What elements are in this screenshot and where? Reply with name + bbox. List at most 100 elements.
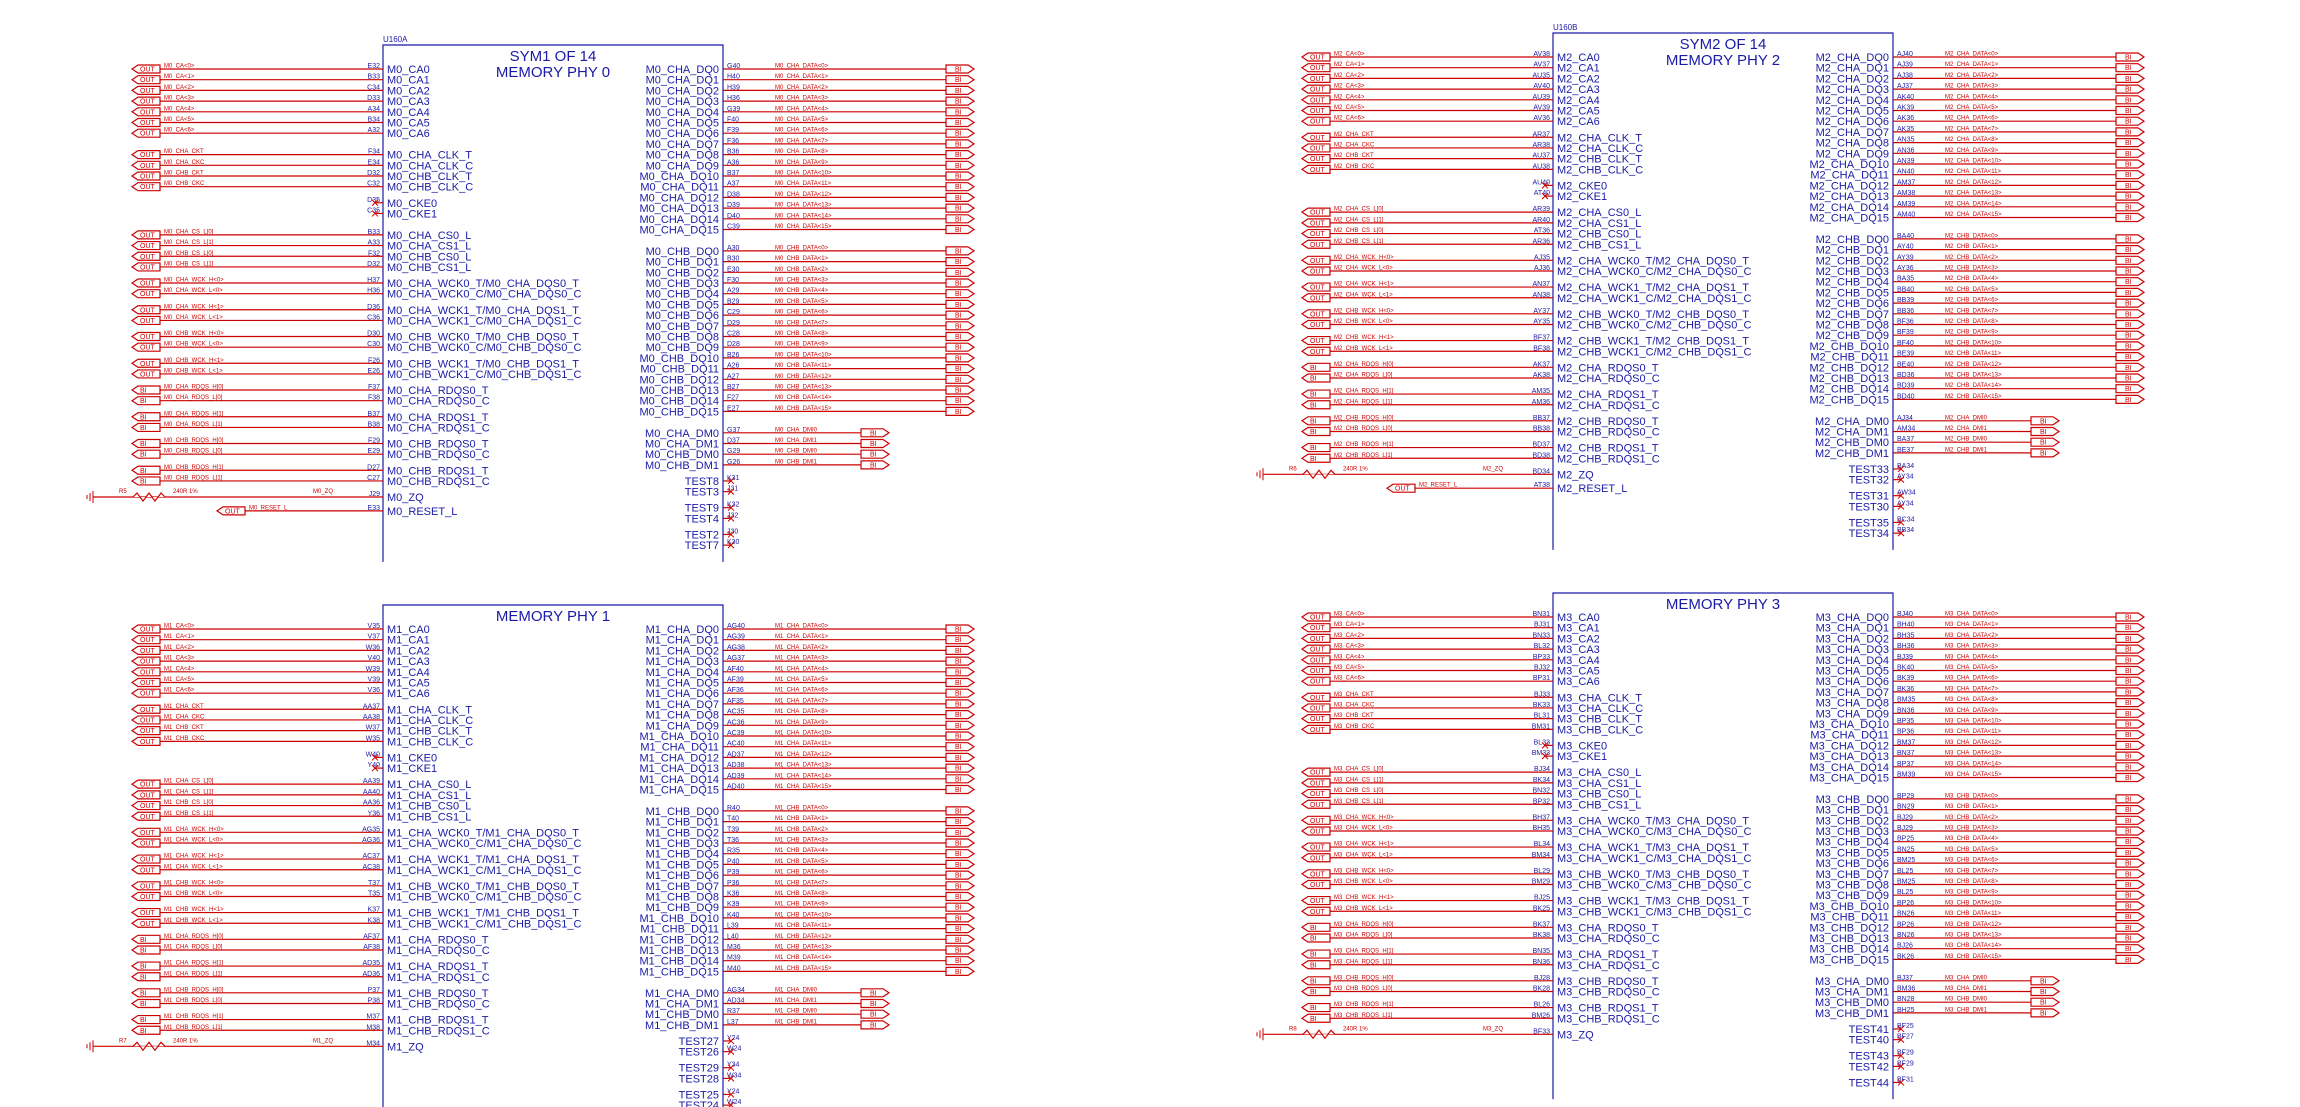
pin-number: K37 [368,907,381,914]
pin-row: M3_CHA_DM0 BJ37 M3_CHA_DMI0 BI [1815,975,2061,988]
port-tag-label: BI [955,323,962,330]
pin-number: AY34 [1897,500,1914,507]
net-label: M2_RESET_L [1419,483,1458,489]
pin-row: TEST43 BF29 [1849,1050,1914,1063]
net-label: M0_CHB_DMI0 [775,449,818,455]
port-tag-label: BI [955,206,962,213]
ref-designator: U160A [383,35,408,44]
pin-label: M2_CHB_DQ15 [1810,394,1889,406]
port-tag-icon [2115,623,2146,633]
port-tag-label: BI [955,281,962,288]
port-tag-label: BI [2125,647,2132,654]
pin-number: AM35 [1532,388,1550,395]
pin-row: M1_CHB_DQ0 R40 M1_CHB_DATA<0> BI [646,805,976,818]
pin-row: M0_CHB_DQ7 D29 M0_CHB_DATA<7> BI [646,320,976,333]
pin-label: M1_CHA_RDQS1_T [387,961,489,973]
port-tag-icon [1300,933,1331,943]
pin-label: M0_CHA_DQ10 [640,171,719,183]
net-label: M0_CHA_WCK_H<0> [164,278,224,284]
net-label: M2_CHA_DATA<13> [1945,191,2002,197]
net-label: M1_CHA_DATA<2> [775,645,829,651]
pin-label: M1_CHB_WCK0_C/M1_CHB_DQS0_C [387,892,581,904]
pin-label: TEST32 [1849,475,1889,487]
pin-label: M3_CHA_DQ4 [1816,655,1889,667]
net-label: M2_CHA_DATA<5> [1945,105,1999,111]
pin-number: BA40 [1897,233,1914,240]
pin-label: M3_CHB_WCK0_T/M3_CHB_DQS0_T [1557,869,1749,881]
port-tag-icon [945,139,976,149]
net-label: M3_CHB_DMI1 [1945,1007,1988,1013]
pin-row: M0_CHA_WCK0_T/M0_CHA_DQS0_TH37M0_CHA_WCK… [130,277,579,290]
port-tag-icon [945,656,976,666]
net-label: M3_CHB_DATA<8> [1945,879,1999,885]
net-label: M1_CHB_WCK_H<1> [164,907,224,913]
port-tag-label: OUT [1310,55,1326,62]
port-tag-label: BI [2125,861,2132,868]
port-tag-label: OUT [140,830,156,837]
pin-label: M1_CHA_CS1_L [387,790,471,802]
port-tag-icon [945,677,976,688]
pin-number: BJ39 [1897,654,1913,661]
pin-row: M2_CHA_DQ11 AN40 M2_CHA_DATA<11> BI [1810,169,2146,182]
no-connect-icon [727,477,735,485]
net-label: M2_CHA_RDQS_L[1] [1334,399,1393,405]
pin-row: M3_CHB_WCK1_C/M3_CHB_DQS1_CBK25M3_CHB_WC… [1300,905,1751,918]
pin-row: M1_CHB_DQ7 P36 M1_CHB_DATA<7> BI [646,880,976,893]
pin-number: M38 [366,1024,380,1031]
net-label: M0_CHA_DMI0 [775,427,818,433]
pin-number: AJ37 [1897,83,1913,90]
port-tag-label: BI [2125,140,2132,147]
pin-number: AA40 [363,789,380,796]
net-label: M0_CHA_DATA<11> [775,181,832,187]
port-tag-label: BI [955,915,962,922]
pin-label: M0_CHA_DQ8 [646,150,719,162]
pin-row: M0_CHB_DQ10 B26 M0_CHB_DATA<10> BI [640,352,976,365]
resistor-ref: R6 [1289,466,1297,472]
pin-row: M3_CHB_DQ1 BN29 M3_CHB_DATA<1> BI [1816,804,2146,817]
port-tag-label: OUT [1310,322,1326,329]
port-tag-label: BI [955,131,962,138]
pin-label: M2_CHA_DQ1 [1816,63,1889,75]
pin-number: H40 [727,74,740,81]
port-tag-icon [130,75,161,85]
net-label: M1_CHB_DATA<10> [775,912,832,918]
port-tag-label: BI [2125,194,2132,201]
net-label: M0_CHB_DATA<11> [775,363,832,369]
pin-label: TEST41 [1849,1024,1889,1036]
net-label: M0_CHA_WCK_L<1> [164,315,223,321]
pin-number: BM33 [1532,750,1550,757]
net-label: M2_CHB_DATA<0> [1945,233,1999,239]
port-tag-icon [130,465,161,475]
net-label: M2_CHA_WCK_H<0> [1334,255,1394,261]
pin-label: M1_CHB_CS0_L [387,801,471,813]
pin-label: M0_CA5 [387,118,430,130]
net-label: M0_CHA_DATA<9> [775,160,829,166]
port-tag-label: OUT [1310,220,1326,227]
net-label: M0_CHB_DATA<0> [775,245,829,251]
pin-number: L37 [727,1019,739,1026]
resistor-value: 240R 1% [173,1038,198,1044]
net-label: M1_CHB_WCK_L<0> [164,891,223,897]
port-tag-label: BI [140,974,147,981]
pin-number: D32 [367,170,380,177]
pin-label: M1_CHA_CS0_L [387,779,471,791]
resistor-icon [1302,469,1336,480]
port-tag-icon [130,827,161,837]
pin-number: W24 [727,1046,742,1053]
port-tag-icon [2115,847,2146,858]
net-label: M1_CHA_DATA<1> [775,634,829,640]
port-tag-label: OUT [1310,909,1326,916]
pin-label: TEST31 [1849,491,1889,503]
pin-row: M0_CHA_DQ3 H36 M0_CHA_DATA<3> BI [646,95,976,108]
pin-label: M1_CHA_CLK_T [387,704,472,716]
pin-label: TEST28 [679,1073,719,1085]
